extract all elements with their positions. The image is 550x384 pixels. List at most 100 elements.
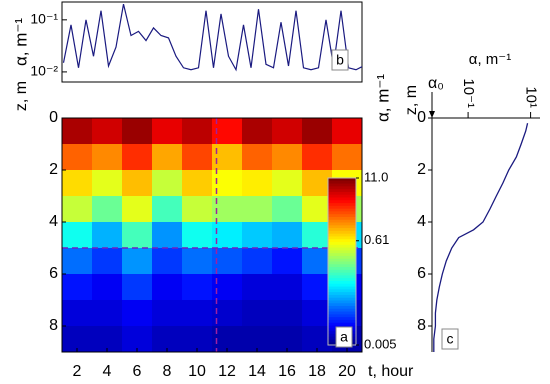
profile-line bbox=[433, 123, 529, 352]
x-tick-label: 4 bbox=[103, 363, 112, 380]
panel-label-box bbox=[335, 326, 353, 348]
colorbar-step bbox=[328, 203, 356, 207]
heat-cell bbox=[302, 222, 333, 249]
x-tick-label: 16 bbox=[278, 363, 296, 380]
heat-cell bbox=[92, 222, 123, 249]
heat-cell bbox=[62, 300, 93, 327]
panel-label: a bbox=[340, 329, 348, 345]
y-tick-label: 6 bbox=[417, 265, 426, 282]
y-tick-label: 10⁻¹ bbox=[30, 11, 58, 27]
colorbar-step bbox=[328, 233, 356, 238]
panel-label-box bbox=[441, 328, 459, 350]
colorbar-step bbox=[328, 297, 356, 302]
heat-cell bbox=[92, 248, 123, 275]
heat-cell bbox=[62, 248, 93, 275]
y-axis-label: z, m bbox=[403, 85, 420, 115]
x-axis-label: t, hour bbox=[368, 363, 414, 380]
y-tick-label: 6 bbox=[49, 265, 58, 282]
panel-c: 10⁻¹ 10¹ 0 2 4 6 8 α₀ α, m⁻¹ z, m c bbox=[403, 51, 540, 352]
heat-cell bbox=[92, 170, 123, 197]
colorbar-step bbox=[328, 186, 356, 190]
heat-cell bbox=[62, 326, 93, 352]
colorbar-step bbox=[328, 300, 356, 304]
heat-cell bbox=[212, 222, 243, 249]
plot-frame bbox=[61, 117, 363, 353]
heat-cell bbox=[122, 248, 153, 275]
panel-a: 2 4 6 8 10 12 14 16 18 20 0 2 4 6 8 t, hour z, m 11.0 0.61… bbox=[13, 74, 414, 381]
colorbar-step bbox=[328, 228, 356, 232]
colorbar-step bbox=[328, 317, 356, 321]
heat-cell bbox=[62, 170, 93, 197]
colorbar-step bbox=[328, 208, 356, 212]
heat-cell bbox=[242, 118, 273, 145]
heat-cell bbox=[302, 274, 333, 301]
colorbar-step bbox=[328, 183, 356, 187]
heat-cell bbox=[62, 222, 93, 249]
heat-cell bbox=[272, 222, 303, 249]
y-tick-label: 8 bbox=[49, 317, 58, 334]
heat-cell bbox=[122, 170, 153, 197]
series-line bbox=[62, 4, 362, 72]
heat-cell bbox=[122, 222, 153, 249]
y-tick-label: 4 bbox=[49, 213, 58, 230]
colorbar-step bbox=[328, 247, 356, 251]
colorbar-step bbox=[328, 239, 356, 243]
y-tick-label: 4 bbox=[417, 213, 426, 230]
heat-cell bbox=[272, 170, 303, 197]
x-tick-label: 10⁻¹ bbox=[460, 78, 477, 108]
heat-cell bbox=[152, 196, 183, 223]
colorbar-step bbox=[328, 194, 356, 199]
colorbar-step bbox=[328, 189, 356, 193]
heat-cell bbox=[272, 326, 303, 352]
heat-cell bbox=[242, 248, 273, 275]
heat-cell bbox=[302, 170, 333, 197]
heat-cell bbox=[302, 300, 333, 327]
heat-cell bbox=[302, 326, 333, 352]
colorbar-step bbox=[328, 211, 356, 215]
colorbar-step bbox=[328, 250, 356, 254]
heat-cell bbox=[182, 196, 213, 223]
colorbar-tick-label: 0.61 bbox=[364, 232, 389, 247]
colorbar-step bbox=[328, 275, 356, 279]
alpha0-label: α₀ bbox=[428, 75, 444, 92]
heat-cell bbox=[242, 144, 273, 171]
colorbar-step bbox=[328, 225, 356, 229]
colorbar-step bbox=[328, 264, 356, 268]
x-axis-label: α, m⁻¹ bbox=[469, 51, 511, 68]
heat-cell bbox=[182, 144, 213, 171]
colorbar-step bbox=[328, 261, 356, 265]
colorbar-tick-label: 11.0 bbox=[364, 169, 388, 184]
colorbar-label: α, m⁻¹ bbox=[373, 74, 392, 122]
heat-cell bbox=[182, 274, 213, 301]
heat-cell bbox=[152, 300, 183, 327]
colorbar-step bbox=[328, 253, 356, 257]
colorbar-step bbox=[328, 244, 356, 249]
colorbar-step bbox=[328, 311, 356, 315]
heat-cell bbox=[242, 326, 273, 352]
heat-cell bbox=[122, 274, 153, 301]
colorbar-step bbox=[328, 219, 356, 224]
heat-cell bbox=[122, 326, 153, 352]
colorbar-step bbox=[328, 272, 356, 277]
colorbar-step bbox=[328, 303, 356, 307]
heat-cell bbox=[212, 274, 243, 301]
colorbar-step bbox=[328, 255, 356, 260]
x-tick-label: 12 bbox=[218, 363, 236, 380]
heat-cell bbox=[332, 118, 362, 145]
x-tick-label: 6 bbox=[133, 363, 142, 380]
heat-cell bbox=[92, 300, 123, 327]
heat-cell bbox=[92, 118, 123, 145]
panel-label: b bbox=[336, 52, 344, 68]
heat-cell bbox=[272, 300, 303, 327]
heat-cell bbox=[302, 144, 333, 171]
colorbar-step bbox=[328, 278, 356, 282]
plot-frame bbox=[61, 1, 363, 83]
heat-cell bbox=[272, 196, 303, 223]
heat-cell bbox=[92, 274, 123, 301]
heat-cell bbox=[122, 144, 153, 171]
x-tick-label: 8 bbox=[163, 363, 172, 380]
colorbar-step bbox=[328, 236, 356, 240]
heat-cell bbox=[152, 248, 183, 275]
x-tick-label: 18 bbox=[308, 363, 326, 380]
heat-cell bbox=[152, 144, 183, 171]
